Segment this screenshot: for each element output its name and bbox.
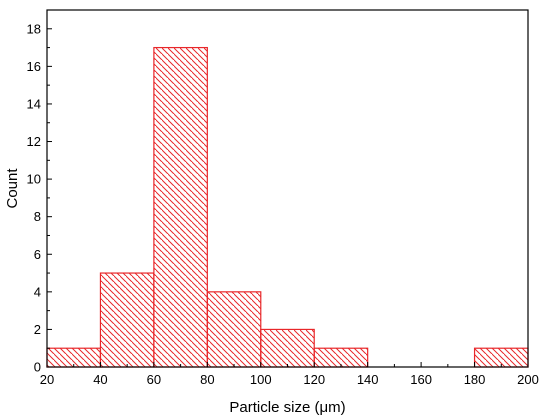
y-tick-label: 16 <box>27 59 41 74</box>
x-tick-label: 160 <box>410 372 432 387</box>
x-tick-label: 80 <box>200 372 214 387</box>
x-tick-label: 40 <box>93 372 107 387</box>
y-axis-title: Count <box>4 168 21 209</box>
x-tick-label: 100 <box>250 372 272 387</box>
y-tick-label: 4 <box>34 284 41 299</box>
histogram-bar-60-80 <box>153 46 208 368</box>
bars-layer <box>46 46 529 368</box>
y-tick-label: 8 <box>34 209 41 224</box>
y-tick-label: 18 <box>27 21 41 36</box>
y-tick-label: 2 <box>34 322 41 337</box>
x-axis-title: Particle size (μm) <box>229 399 345 416</box>
x-tick-label: 60 <box>147 372 161 387</box>
y-tick-label: 6 <box>34 247 41 262</box>
x-tick-label: 180 <box>464 372 486 387</box>
histogram-bar-80-100 <box>206 291 262 368</box>
histogram-bar-40-60 <box>99 272 155 368</box>
y-tick-label: 12 <box>27 134 41 149</box>
y-axis-ticks: 0 2 4 6 8 10 12 14 16 18 <box>27 9 52 375</box>
x-tick-label: 20 <box>40 372 54 387</box>
x-tick-label: 120 <box>303 372 325 387</box>
x-axis-ticks: 20 40 60 80 100 120 140 160 180 200 <box>40 362 539 387</box>
y-tick-label: 0 <box>34 360 41 375</box>
y-tick-label: 14 <box>27 96 41 111</box>
histogram-bar-100-120 <box>260 328 315 368</box>
y-tick-label: 10 <box>27 172 41 187</box>
x-tick-label: 140 <box>357 372 379 387</box>
x-tick-label: 200 <box>517 372 539 387</box>
